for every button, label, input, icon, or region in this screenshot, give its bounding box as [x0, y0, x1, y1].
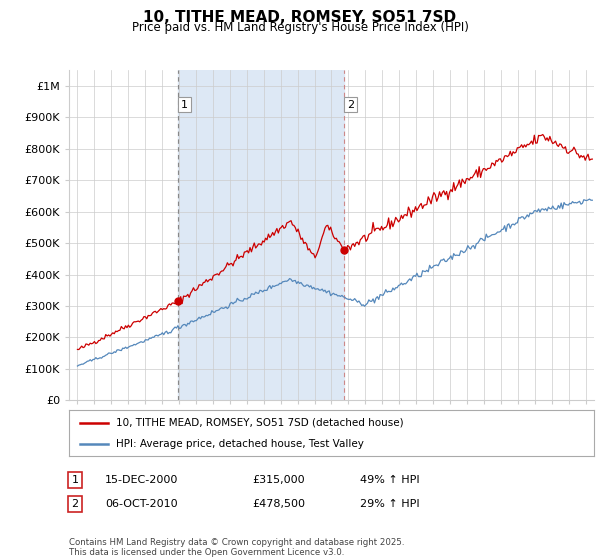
Text: 10, TITHE MEAD, ROMSEY, SO51 7SD: 10, TITHE MEAD, ROMSEY, SO51 7SD	[143, 10, 457, 25]
Text: £315,000: £315,000	[252, 475, 305, 485]
Text: £478,500: £478,500	[252, 499, 305, 509]
Text: HPI: Average price, detached house, Test Valley: HPI: Average price, detached house, Test…	[116, 439, 364, 449]
Text: Contains HM Land Registry data © Crown copyright and database right 2025.
This d: Contains HM Land Registry data © Crown c…	[69, 538, 404, 557]
Text: 2: 2	[71, 499, 79, 509]
Text: 10, TITHE MEAD, ROMSEY, SO51 7SD (detached house): 10, TITHE MEAD, ROMSEY, SO51 7SD (detach…	[116, 418, 404, 428]
Text: 29% ↑ HPI: 29% ↑ HPI	[360, 499, 419, 509]
Bar	[178, 70, 344, 400]
Text: 49% ↑ HPI: 49% ↑ HPI	[360, 475, 419, 485]
Text: 15-DEC-2000: 15-DEC-2000	[105, 475, 178, 485]
Text: 2: 2	[347, 100, 354, 110]
Text: Price paid vs. HM Land Registry's House Price Index (HPI): Price paid vs. HM Land Registry's House …	[131, 21, 469, 34]
Text: 1: 1	[71, 475, 79, 485]
Text: 1: 1	[181, 100, 188, 110]
Text: 06-OCT-2010: 06-OCT-2010	[105, 499, 178, 509]
